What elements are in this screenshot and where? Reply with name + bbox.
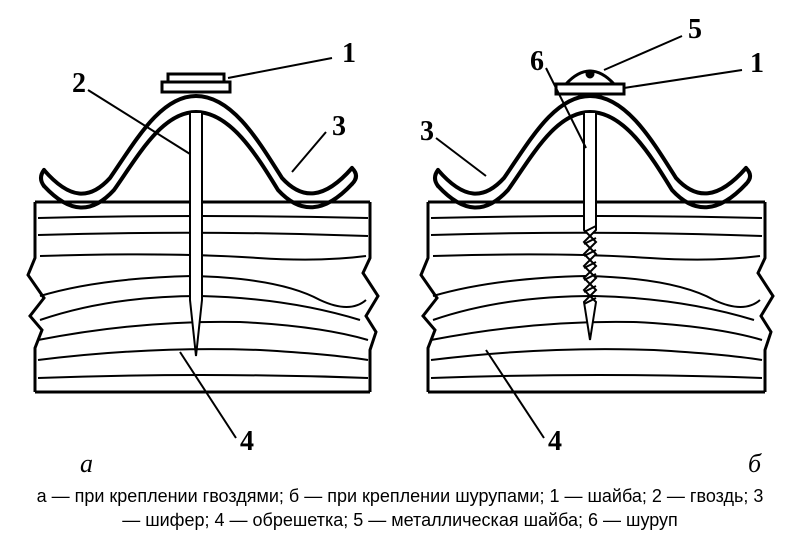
caption: а — при креплении гвоздями; б — при креп…	[0, 484, 800, 533]
label-a-1: 1	[342, 38, 356, 69]
diagram-svg: 1 2 3 4 а	[0, 0, 800, 553]
figure-label-a: а	[80, 449, 93, 478]
washer-b	[556, 71, 624, 94]
label-b-5: 5	[688, 14, 702, 45]
label-a-3: 3	[332, 111, 346, 142]
label-b-3: 3	[420, 116, 434, 147]
diagram-container: 1 2 3 4 а	[0, 0, 800, 553]
label-a-4: 4	[240, 426, 254, 457]
washer-a	[162, 74, 230, 92]
label-b-6: 6	[530, 46, 544, 77]
panel-a: 1 2 3 4 а	[28, 38, 378, 478]
nail-a	[190, 112, 202, 356]
label-a-2: 2	[72, 68, 86, 99]
label-b-4: 4	[548, 426, 562, 457]
wood-grain-b	[431, 216, 762, 378]
panel-b: 5 1 6 3 4 б	[420, 14, 773, 478]
label-b-1: 1	[750, 48, 764, 79]
figure-label-b: б	[748, 449, 762, 478]
